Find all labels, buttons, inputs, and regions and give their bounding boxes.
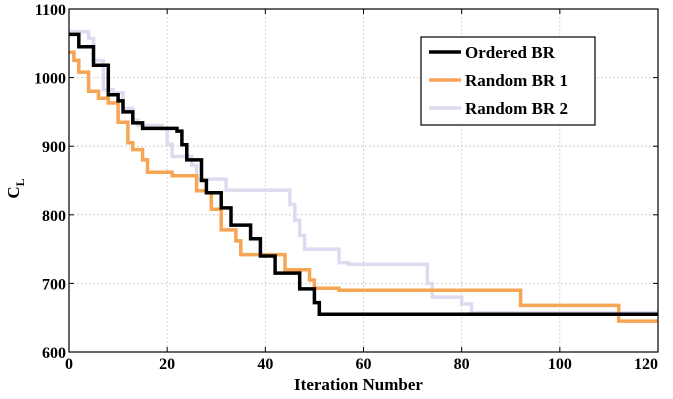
series-line-ordered-br (69, 32, 658, 317)
x-axis-title: Iteration Number (294, 375, 423, 394)
y-tick-label: 600 (42, 345, 66, 362)
legend-label: Random BR 2 (465, 99, 568, 118)
y-tick-label: 700 (42, 276, 66, 293)
y-tick-label: 1000 (34, 71, 66, 88)
x-tick-label: 60 (356, 356, 372, 373)
legend: Ordered BR Random BR 1 Random BR 2 (420, 36, 596, 126)
axis-ticks (68, 8, 659, 353)
x-tick-label: 40 (257, 356, 273, 373)
x-tick-label: 100 (548, 356, 572, 373)
y-axis-title-text: CL (4, 178, 27, 198)
legend-label: Ordered BR (465, 43, 556, 62)
x-tick-label: 20 (159, 356, 175, 373)
series-line-random-br-2 (69, 29, 658, 315)
y-axis-title-main: C (4, 186, 23, 198)
y-tick-label: 1100 (35, 2, 66, 19)
series-line-random-br-1 (69, 50, 658, 323)
y-tick-label: 900 (42, 139, 66, 156)
series-lines (69, 29, 658, 323)
y-tick-label: 800 (42, 208, 66, 225)
y-axis-title-subscript: L (13, 178, 27, 186)
legend-label: Random BR 1 (465, 71, 568, 90)
x-tick-label: 0 (65, 356, 73, 373)
x-tick-label: 80 (454, 356, 470, 373)
tick-labels: 0 20 40 60 80 100 120 600 700 800 900 1000 1100 (34, 2, 658, 373)
x-tick-label: 120 (634, 356, 658, 373)
y-axis-title: CL (4, 178, 27, 198)
